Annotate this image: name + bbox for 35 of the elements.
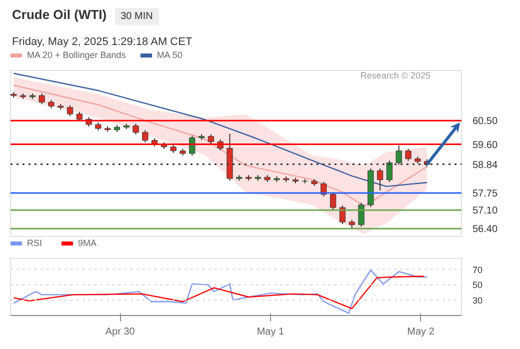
candlestick: [66, 104, 74, 117]
y-tick-label: 60.50: [472, 116, 498, 128]
y-tick-label: 56.40: [472, 224, 498, 236]
candlestick: [142, 130, 148, 143]
candlestick: [76, 111, 82, 122]
y-tick-label: 30: [472, 296, 483, 306]
legend-label: 9MA: [78, 238, 98, 248]
candlestick: [208, 134, 214, 144]
annotation: Research © 2025: [360, 70, 430, 80]
candlestick: [132, 123, 139, 136]
candlestick: [302, 178, 308, 184]
candlestick: [38, 92, 45, 105]
x-tick-label: May 1: [256, 326, 285, 338]
legend-label: RSI: [27, 238, 44, 248]
legend-label: MA 20 + Bollinger Bands: [27, 50, 126, 60]
y-tick-label: 50: [472, 280, 483, 290]
x-tick-label: May 2: [407, 326, 435, 338]
x-tick-label: Apr 30: [105, 326, 136, 338]
candlestick: [339, 204, 346, 225]
line-series: [13, 276, 425, 310]
y-tick-label: 70: [472, 264, 483, 275]
y-tick-label: 59.60: [472, 140, 498, 151]
legend-label: MA 50: [156, 50, 182, 60]
chart-title: Crude Oil (WTI): [12, 7, 107, 22]
text: Friday, May 2, 2025 1:29:18 AM CET: [12, 34, 192, 50]
y-tick-label: 57.10: [472, 206, 498, 217]
chart-subtitle: 30 MIN: [114, 8, 159, 25]
y-tick-label: 58.84: [472, 160, 498, 171]
y-tick-label: 57.75: [472, 188, 498, 200]
candlestick: [330, 192, 336, 210]
candlestick: [358, 202, 364, 228]
candlestick: [377, 168, 384, 191]
line-series: [13, 269, 428, 314]
candlestick: [189, 135, 196, 156]
candlestick: [405, 148, 412, 162]
